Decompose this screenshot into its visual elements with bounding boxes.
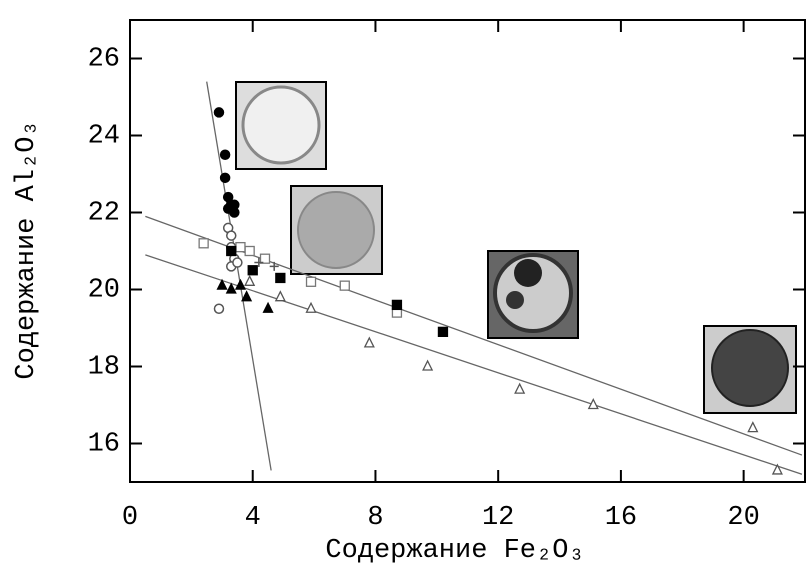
point — [198, 238, 209, 249]
point — [259, 253, 271, 264]
point — [226, 245, 237, 257]
point — [234, 278, 247, 290]
point — [254, 258, 264, 268]
point — [229, 207, 240, 218]
point — [422, 359, 434, 371]
point — [226, 230, 237, 241]
x-tick-label: 0 — [122, 503, 138, 533]
x-tick-label: 4 — [245, 503, 261, 533]
point — [305, 301, 317, 313]
y-tick-label: 20 — [88, 276, 120, 306]
point — [235, 241, 246, 253]
trend-line — [206, 81, 272, 471]
sample-spot — [506, 291, 524, 309]
y-tick-label: 24 — [88, 122, 120, 152]
point — [437, 326, 449, 338]
point — [213, 107, 225, 118]
point — [269, 261, 279, 271]
sample-disc — [241, 85, 321, 165]
x-tick-label: 16 — [605, 503, 637, 533]
point — [262, 301, 274, 313]
point — [247, 265, 258, 276]
y-tick-label: 22 — [88, 199, 120, 229]
point — [587, 398, 599, 410]
y-axis-label: Содержание Al₂O₃ — [12, 120, 42, 379]
point — [219, 149, 231, 160]
point — [514, 382, 526, 394]
point — [232, 257, 243, 268]
point — [339, 280, 350, 291]
inset-images — [235, 81, 797, 414]
point — [747, 421, 759, 433]
point — [391, 299, 403, 311]
sample-disc — [711, 329, 789, 407]
point — [216, 278, 228, 290]
point — [274, 290, 286, 302]
x-axis-label: Содержание Fe₂O₃ — [325, 536, 584, 566]
point — [244, 245, 255, 257]
point — [225, 282, 237, 294]
point — [213, 303, 225, 314]
y-tick-label: 16 — [88, 430, 120, 460]
sample-disc — [297, 191, 375, 269]
sample-disc — [493, 253, 573, 333]
y-tick-label: 18 — [88, 353, 120, 383]
x-tick-label: 20 — [727, 503, 759, 533]
x-tick-label: 12 — [482, 503, 514, 533]
point — [241, 290, 253, 302]
point — [275, 272, 286, 284]
sample-spot — [514, 259, 542, 287]
point — [305, 276, 317, 287]
point — [771, 463, 783, 475]
y-tick-label: 26 — [88, 45, 120, 75]
point — [363, 336, 375, 348]
plot-frame — [129, 19, 806, 483]
trend-line — [145, 254, 803, 475]
point — [219, 172, 231, 184]
x-tick-label: 8 — [367, 503, 383, 533]
point — [244, 274, 256, 286]
